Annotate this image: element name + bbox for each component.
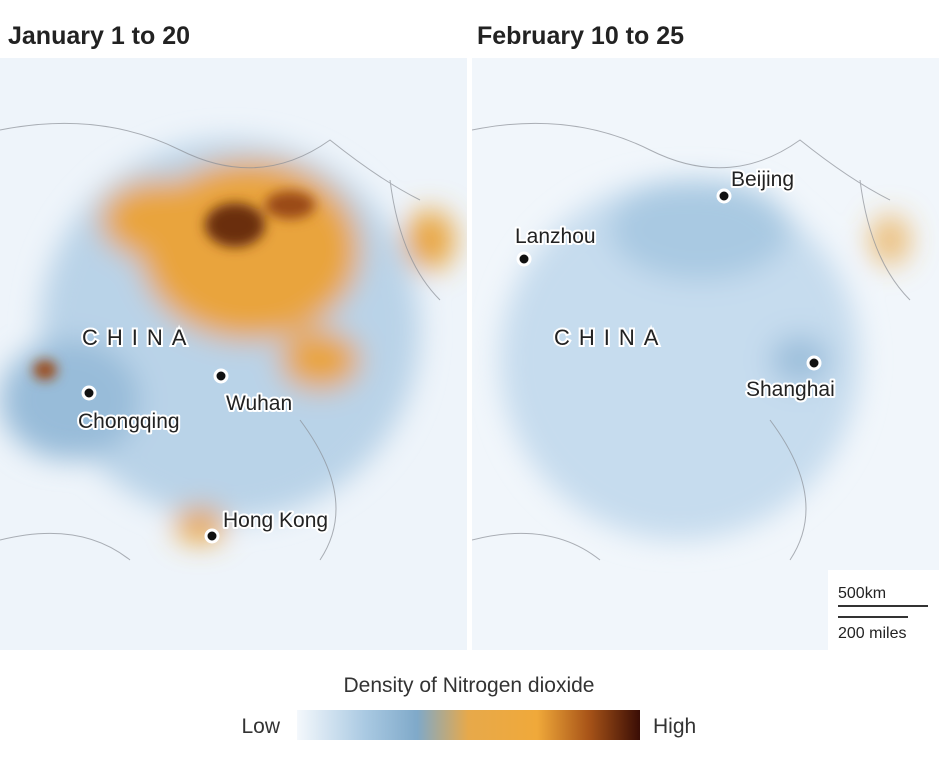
legend-high: High <box>653 715 696 738</box>
map-february <box>472 58 939 650</box>
city-label: Beijing <box>731 168 794 191</box>
city-label: Shanghai <box>746 378 835 401</box>
scale-km: 500km <box>838 585 886 602</box>
panel-title: February 10 to 25 <box>477 22 684 50</box>
city-label: Chongqing <box>78 410 180 433</box>
city-label: Lanzhou <box>515 225 596 248</box>
city-dot <box>81 385 97 401</box>
city-label: Wuhan <box>226 392 292 415</box>
legend: Density of Nitrogen dioxide Low High <box>241 674 696 740</box>
city-label: Hong Kong <box>223 509 328 532</box>
city-dot <box>516 251 532 267</box>
city-dot <box>806 355 822 371</box>
city-dot <box>204 528 220 544</box>
city-dot <box>213 368 229 384</box>
legend-low: Low <box>241 715 280 738</box>
map-january <box>0 58 467 650</box>
country-label: CHINA <box>554 325 667 350</box>
scale-miles: 200 miles <box>838 625 906 642</box>
color-ramp <box>297 710 640 740</box>
country-label: CHINA <box>82 325 195 350</box>
legend-title: Density of Nitrogen dioxide <box>344 674 595 697</box>
scale-bar: 500km 200 miles <box>828 570 939 650</box>
city-dot <box>716 188 732 204</box>
panel-title: January 1 to 20 <box>8 22 190 50</box>
labels: CHINA Chongqing Wuhan Hong Kong Beijing … <box>76 166 837 544</box>
